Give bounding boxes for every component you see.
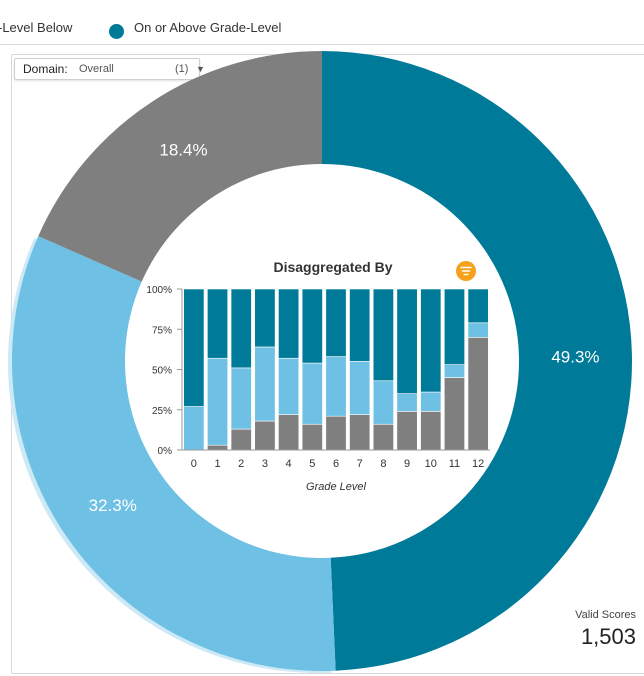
donut-slice [322, 51, 632, 671]
valid-scores-value: 1,503 [580, 624, 636, 649]
x-tick-label: 10 [425, 458, 437, 470]
bar-segment [443, 364, 465, 378]
x-tick-label: 0 [191, 458, 197, 470]
y-tick-label: 100% [146, 285, 172, 296]
bar-segment [254, 346, 276, 422]
bar-segment [325, 288, 347, 357]
legend-label-on-above: On or Above Grade-Level [134, 20, 282, 35]
bar-segment [325, 415, 347, 451]
x-tick-label: 5 [309, 458, 315, 470]
legend-label-below: -Level Below [0, 20, 73, 35]
bar-segment [278, 414, 300, 451]
bar-segment [183, 288, 205, 407]
donut-slice [11, 236, 336, 671]
bar-segment [230, 428, 252, 451]
bar-segment [396, 393, 418, 412]
bar-segment [301, 362, 323, 425]
x-tick-label: 3 [262, 458, 268, 470]
x-tick-label: 9 [404, 458, 410, 470]
bar-chart-title: Disaggregated By [273, 259, 392, 275]
bar-segment [467, 336, 489, 451]
filter-icon [456, 261, 476, 281]
bar-segment [183, 406, 205, 451]
bar-segment [372, 288, 394, 382]
bar-segment [301, 423, 323, 451]
bar-segment [420, 391, 442, 412]
domain-filter-select[interactable]: Domain: Overall (1) ▼ [14, 58, 205, 80]
legend-bar: -Level Below On or Above Grade-Level [0, 0, 644, 45]
bar-segment [278, 357, 300, 415]
chevron-down-icon: ▼ [196, 64, 205, 74]
bar-segment [254, 420, 276, 451]
bar-segment [372, 423, 394, 451]
bar-segment [207, 444, 229, 451]
y-tick-label: 25% [152, 406, 172, 417]
bar-segment [325, 356, 347, 417]
bar-segment [467, 288, 489, 324]
bar-segment [301, 288, 323, 364]
bar-segment [207, 288, 229, 359]
x-tick-label: 6 [333, 458, 339, 470]
bar-segment [349, 361, 371, 415]
bar-segment [349, 288, 371, 362]
domain-filter-count: (1) [175, 63, 189, 75]
bar-segment [396, 288, 418, 394]
domain-filter-value: Overall [79, 63, 114, 75]
bar-segment [443, 288, 465, 365]
bar-segment [254, 288, 276, 348]
bar-segment [207, 357, 229, 446]
x-tick-label: 7 [357, 458, 363, 470]
donut-slice-label: 32.3% [89, 496, 137, 515]
y-tick-label: 75% [152, 325, 172, 336]
x-tick-label: 4 [286, 458, 292, 470]
x-tick-label: 2 [238, 458, 244, 470]
bar-segment [230, 367, 252, 430]
y-tick-label: 50% [152, 366, 172, 377]
bar-segment [396, 411, 418, 451]
x-tick-label: 12 [472, 458, 484, 470]
x-tick-label: 8 [380, 458, 386, 470]
donut-slice-label: 49.3% [551, 347, 599, 366]
bar-segment [420, 288, 442, 393]
bar-segment [372, 380, 394, 425]
bar-segment [443, 377, 465, 451]
bar-segment [467, 322, 489, 338]
x-axis-label: Grade Level [306, 481, 366, 493]
donut-slice-label: 18.4% [159, 141, 207, 160]
valid-scores-label: Valid Scores [575, 609, 636, 621]
y-tick-label: 0% [158, 446, 173, 457]
legend-swatch-on-above [109, 24, 124, 39]
x-tick-label: 11 [449, 458, 460, 470]
donut-slice [38, 51, 322, 282]
x-tick-label: 1 [214, 458, 220, 470]
bar-segment [420, 411, 442, 451]
bar-segment [230, 288, 252, 369]
bar-segment [278, 288, 300, 359]
domain-filter-label: Domain: [23, 62, 68, 76]
bar-segment [349, 414, 371, 451]
